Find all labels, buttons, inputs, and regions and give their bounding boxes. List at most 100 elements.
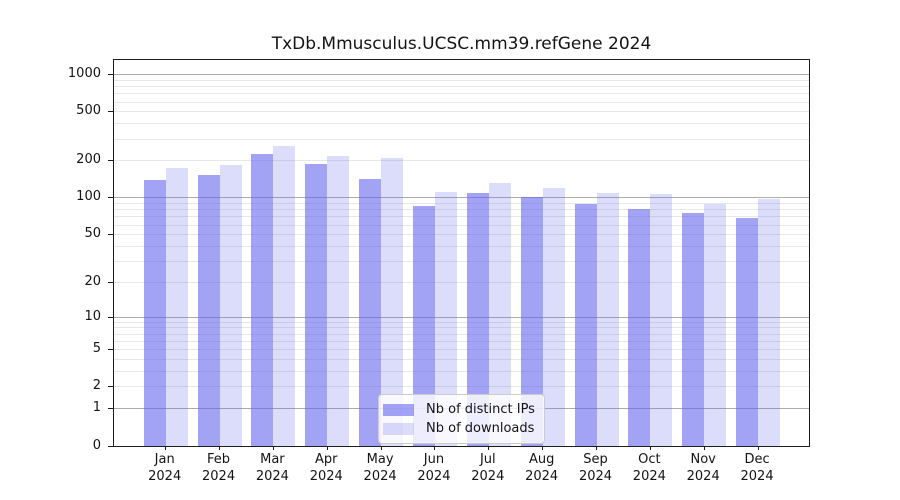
y-axis-tick-labels: 1000 500 200 100 50 20 10 5 2 1 0	[0, 59, 101, 452]
bar-jan-distinct-ips	[143, 179, 166, 446]
gridline-minor	[114, 386, 809, 388]
bar-jun-distinct-ips	[412, 206, 435, 446]
x-tick-label: Jul 2024	[471, 452, 505, 484]
gridline-minor	[114, 203, 809, 205]
gridline-major	[114, 316, 809, 318]
x-axis-tick-labels: Jan 2024 Feb 2024 Mar 2024 Apr 2024 May 2024…	[0, 451, 900, 491]
bar-nov-distinct-ips	[682, 212, 705, 446]
y-tick-label: 0	[92, 437, 101, 453]
x-tick	[434, 446, 436, 450]
x-tick	[165, 446, 167, 450]
gridline-minor	[114, 101, 809, 103]
gridline-minor	[114, 160, 809, 162]
gridline-minor	[114, 327, 809, 329]
gridline-minor	[114, 281, 809, 283]
y-tick-label: 2	[92, 378, 101, 394]
y-tick-label: 1	[92, 400, 101, 416]
y-tick	[108, 408, 113, 410]
gridline-minor	[114, 370, 809, 372]
x-tick	[542, 446, 544, 450]
bar-may-distinct-ips	[359, 179, 382, 446]
gridline-minor	[114, 234, 809, 236]
bar-jul-downloads	[488, 183, 511, 446]
y-tick	[108, 386, 113, 388]
x-tick	[488, 446, 490, 450]
x-tick	[703, 446, 705, 450]
gridline-minor	[114, 245, 809, 247]
bar-sep-distinct-ips	[574, 203, 597, 446]
bar-dec-downloads	[758, 198, 781, 446]
legend-item-downloads: Nb of downloads	[383, 419, 536, 438]
gridline-major	[114, 74, 809, 76]
bar-jan-downloads	[165, 167, 188, 446]
bar-mar-distinct-ips	[251, 153, 274, 446]
gridline-minor	[114, 216, 809, 218]
y-tick-label: 1000	[67, 66, 101, 82]
bar-sep-downloads	[596, 193, 619, 446]
y-tick-label: 200	[76, 152, 101, 168]
x-tick-label: Oct 2024	[632, 452, 666, 484]
gridline-minor	[114, 224, 809, 226]
x-tick	[326, 446, 328, 450]
legend-swatch-downloads	[383, 422, 414, 435]
bar-oct-downloads	[650, 193, 673, 446]
gridline-minor	[114, 86, 809, 88]
x-tick	[272, 446, 274, 450]
legend-label-distinct-ips: Nb of distinct IPs	[426, 402, 535, 417]
bar-oct-distinct-ips	[628, 209, 651, 446]
legend-swatch-distinct-ips	[383, 403, 414, 416]
y-tick	[108, 111, 113, 113]
y-tick-label: 10	[84, 308, 101, 324]
y-tick-label: 100	[76, 189, 101, 205]
y-tick	[108, 316, 113, 318]
gridline-minor	[114, 209, 809, 211]
gridline-minor	[114, 79, 809, 81]
x-tick-label: Jun 2024	[417, 452, 451, 484]
bar-nov-downloads	[704, 204, 727, 446]
x-tick-label: Apr 2024	[309, 452, 343, 484]
bar-apr-distinct-ips	[305, 163, 328, 446]
bar-may-downloads	[381, 158, 404, 446]
gridline-minor	[114, 349, 809, 351]
legend-item-distinct-ips: Nb of distinct IPs	[383, 400, 536, 419]
y-tick	[108, 160, 113, 162]
bar-feb-downloads	[219, 164, 242, 446]
gridline-minor	[114, 93, 809, 95]
gridline-minor	[114, 359, 809, 360]
y-tick	[108, 349, 113, 351]
bar-mar-downloads	[273, 146, 296, 446]
x-tick-label: Aug 2024	[525, 452, 559, 484]
gridline-minor	[114, 321, 809, 323]
x-tick-label: May 2024	[363, 452, 397, 484]
x-tick-label: Dec 2024	[740, 452, 774, 484]
gridline-major	[114, 197, 809, 199]
bar-aug-downloads	[542, 187, 565, 446]
gridline-minor	[114, 123, 809, 125]
gridline-minor	[114, 340, 809, 342]
gridline-minor	[114, 333, 809, 335]
y-tick-label: 50	[84, 226, 101, 242]
x-tick	[219, 446, 221, 450]
y-tick	[108, 234, 113, 236]
x-tick-label: Sep 2024	[578, 452, 613, 484]
bar-feb-distinct-ips	[197, 174, 220, 446]
x-tick	[649, 446, 651, 450]
y-tick-label: 20	[84, 273, 101, 289]
x-tick-label: Nov 2024	[686, 452, 720, 484]
gridline-minor	[114, 138, 809, 140]
y-tick-label: 5	[92, 341, 101, 357]
y-tick	[108, 197, 113, 199]
chart-title: TxDb.Mmusculus.UCSC.mm39.refGene 2024	[271, 34, 652, 54]
y-tick	[108, 281, 113, 283]
gridline-minor	[114, 111, 809, 113]
x-tick-label: Feb 2024	[202, 452, 236, 484]
x-tick	[380, 446, 382, 450]
x-tick	[757, 446, 759, 450]
bar-aug-distinct-ips	[520, 196, 543, 446]
gridline-minor	[114, 260, 809, 262]
y-tick	[108, 74, 113, 76]
bar-jul-distinct-ips	[466, 192, 489, 446]
bar-dec-distinct-ips	[736, 218, 759, 446]
y-tick-label: 500	[76, 103, 101, 119]
